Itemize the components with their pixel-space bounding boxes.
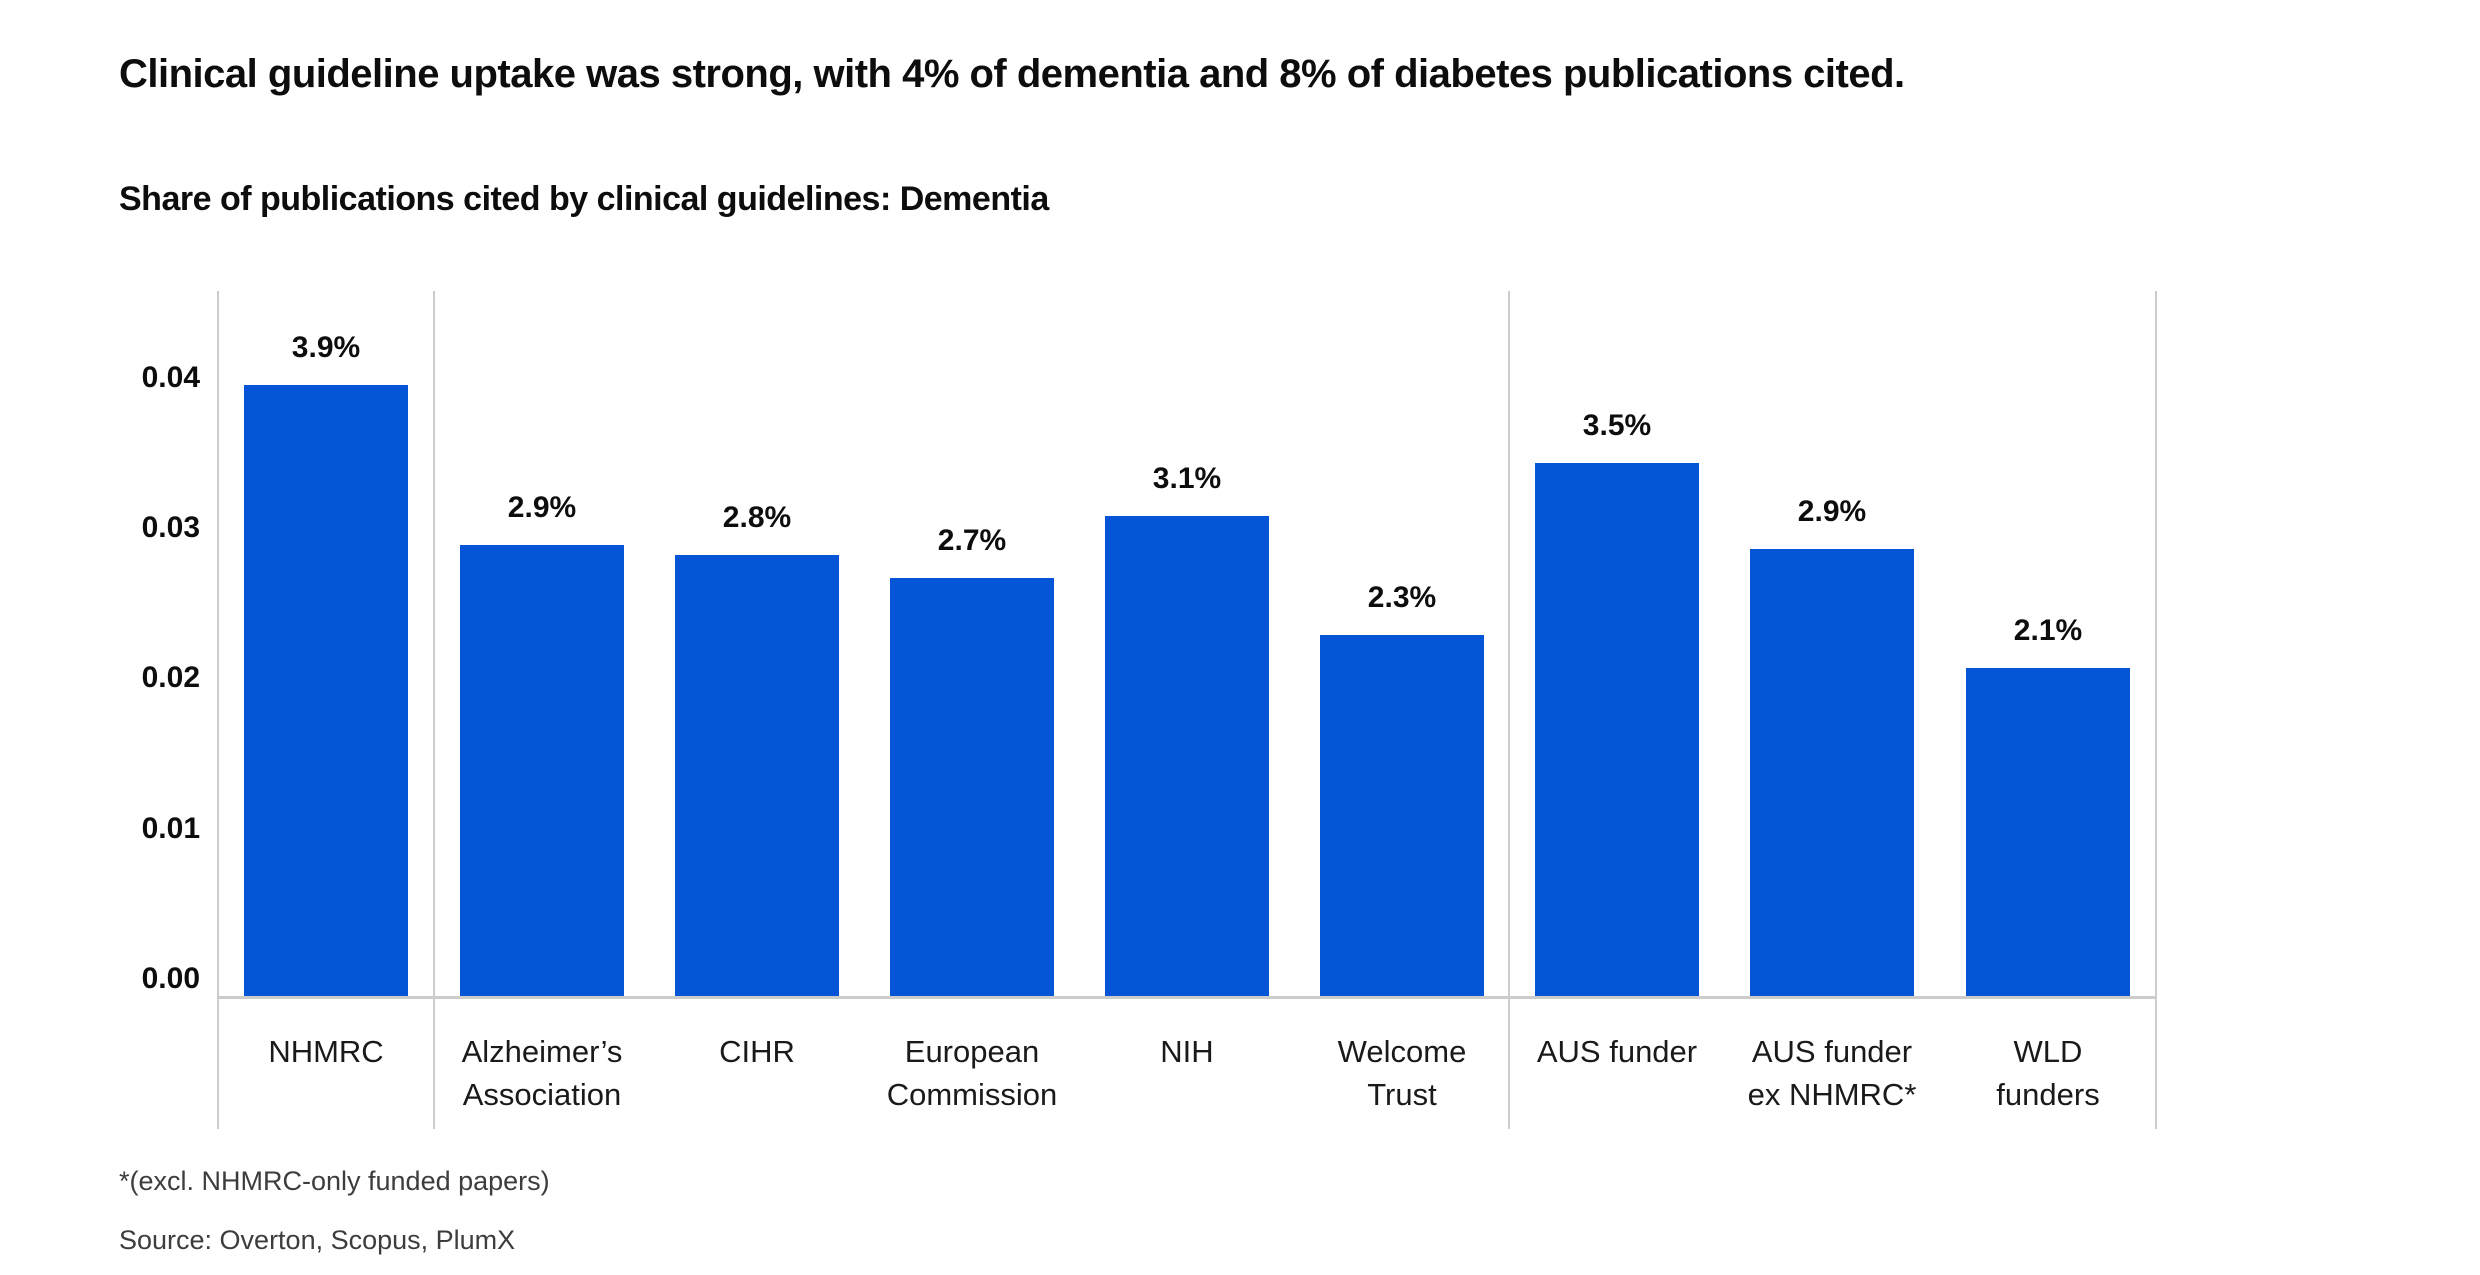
x-axis-label: NHMRC bbox=[268, 1034, 384, 1069]
group-frame-line-3 bbox=[2155, 291, 2157, 1129]
bar-value-label: 3.9% bbox=[291, 331, 361, 365]
bar-value-label: 2.7% bbox=[937, 523, 1007, 557]
bar-value-label: 2.8% bbox=[722, 501, 792, 535]
y-axis-tick-label: 0.04 bbox=[141, 360, 200, 394]
bar-value-label: 2.3% bbox=[1367, 580, 1437, 614]
bar-value-label: 2.1% bbox=[2013, 613, 2083, 647]
bar bbox=[1320, 634, 1484, 996]
group-frame-line-0 bbox=[217, 291, 219, 1129]
y-axis-tick-label: 0.03 bbox=[141, 511, 200, 545]
bar bbox=[244, 385, 408, 996]
x-axis-label: Alzheimer’s Association bbox=[461, 1034, 623, 1112]
x-axis-label: NIH bbox=[1160, 1034, 1214, 1069]
bar-value-label: 3.1% bbox=[1152, 462, 1222, 496]
x-axis-label: WLD funders bbox=[1996, 1034, 2100, 1112]
footnote-asterisk: *(excl. NHMRC-only funded papers) bbox=[119, 1166, 550, 1196]
group-frame-line-1 bbox=[433, 291, 435, 1129]
footnote-source: Source: Overton, Scopus, PlumX bbox=[119, 1225, 516, 1255]
x-axis-label: European Commission bbox=[886, 1034, 1058, 1112]
bar-value-label: 2.9% bbox=[507, 490, 577, 524]
x-axis-label: AUS funder bbox=[1536, 1034, 1698, 1069]
y-axis-tick-label: 0.02 bbox=[141, 661, 200, 695]
x-axis-label: AUS funder ex NHMRC* bbox=[1747, 1034, 1917, 1112]
chart-subtitle: Share of publications cited by clinical … bbox=[119, 180, 1049, 218]
bar bbox=[675, 555, 839, 996]
x-axis-baseline bbox=[218, 996, 2156, 999]
y-axis-tick-label: 0.00 bbox=[141, 962, 200, 995]
group-frame-line-2 bbox=[1508, 291, 1510, 1129]
x-axis-label: Welcome Trust bbox=[1337, 1034, 1467, 1112]
bar bbox=[1966, 667, 2130, 996]
bar bbox=[460, 544, 624, 996]
chart-headline: Clinical guideline uptake was strong, wi… bbox=[119, 52, 1905, 96]
bar bbox=[890, 577, 1054, 996]
x-axis-label: CIHR bbox=[719, 1034, 795, 1069]
bar bbox=[1105, 516, 1269, 996]
bar-value-label: 3.5% bbox=[1582, 409, 1652, 443]
bar-value-label: 2.9% bbox=[1797, 495, 1867, 529]
y-axis-tick-label: 0.01 bbox=[141, 811, 200, 845]
bar bbox=[1750, 549, 1914, 996]
bar bbox=[1535, 463, 1699, 996]
